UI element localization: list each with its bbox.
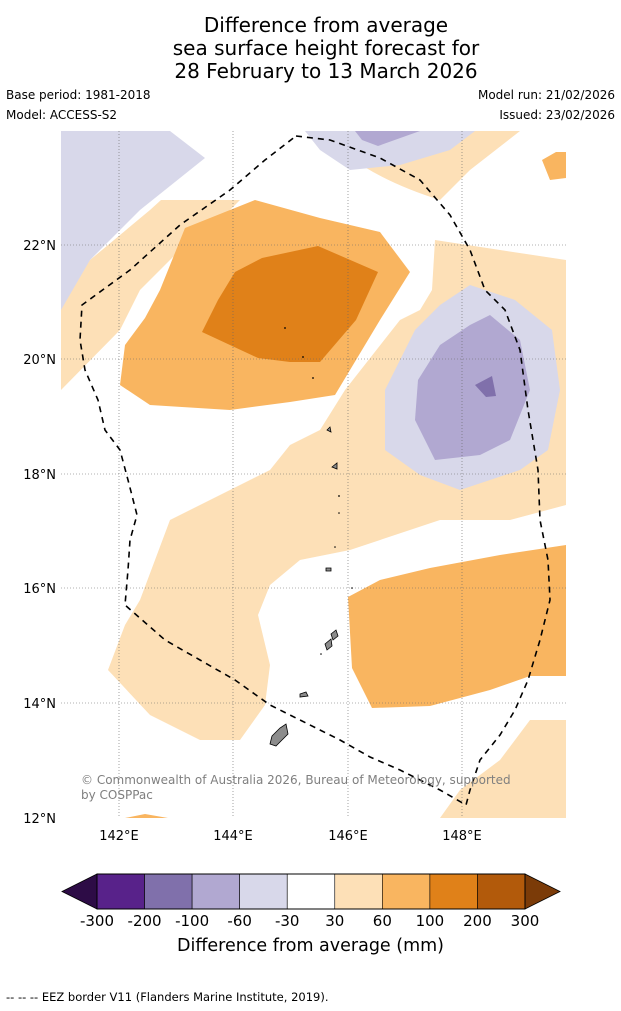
island-dots	[284, 327, 353, 655]
island-rota	[299, 691, 309, 698]
colorbar-label: -300	[80, 912, 114, 930]
base-period: Base period: 1981-2018	[6, 88, 151, 102]
island-pagan	[331, 462, 338, 470]
colorbar: -300 -200 -100 -60 -30 30 60 100 200 300	[61, 873, 561, 930]
colorbar-swatch-3	[191, 873, 240, 910]
colorbar-label: -60	[227, 912, 252, 930]
model-run: Model run: 21/02/2026	[477, 88, 615, 102]
eez-footnote: -- -- -- EEZ border V11 (Flanders Marine…	[6, 990, 329, 1004]
band-minus30-north	[305, 131, 475, 170]
band-60-bottom	[125, 814, 168, 818]
colorbar-extend-max	[524, 873, 561, 910]
copyright-line-2: by COSPPac	[81, 788, 153, 802]
colorbar-extend-min	[61, 873, 98, 910]
lon-label-142e: 142°E	[99, 829, 139, 844]
colorbar-label: 30	[325, 912, 344, 930]
band-minus30-northwest	[61, 131, 205, 310]
colorbar-swatch-4	[239, 873, 288, 910]
title-line-1: Difference from average	[203, 13, 449, 37]
colorbar-label: -30	[275, 912, 300, 930]
colorbar-title: Difference from average (mm)	[176, 936, 445, 956]
title-line-2: sea surface height forecast for	[172, 36, 480, 60]
colorbar-label: 200	[463, 912, 492, 930]
island-saipan	[330, 629, 339, 641]
colorbar-swatch-7	[382, 873, 431, 910]
lat-label-12n: 12°N	[23, 812, 56, 827]
island-anatahan	[325, 567, 332, 572]
band-minus60-east	[415, 315, 530, 460]
colorbar-label: 300	[511, 912, 540, 930]
lat-label-18n: 18°N	[23, 468, 56, 483]
colorbar-swatch-9	[477, 873, 526, 910]
island-tinian	[324, 638, 333, 651]
lat-label-22n: 22°N	[23, 239, 56, 254]
colorbar-swatch-5	[286, 873, 336, 910]
model-name: Model: ACCESS-S2	[6, 108, 118, 122]
colorbar-label: -100	[175, 912, 209, 930]
map-area: © Commonwealth of Australia 2026, Bureau…	[61, 131, 566, 818]
lon-label-148e: 148°E	[442, 829, 482, 844]
colorbar-label: 60	[373, 912, 392, 930]
lon-label-146e: 146°E	[328, 829, 368, 844]
issued-date: Issued: 23/02/2026	[499, 108, 615, 122]
band-60-south	[348, 545, 566, 708]
colorbar-label: -200	[128, 912, 162, 930]
colorbar-frame	[96, 873, 526, 910]
map-title: Difference from average sea surface heig…	[0, 14, 621, 83]
band-60-northeast	[542, 152, 566, 180]
eez-border	[79, 135, 551, 807]
lat-label-20n: 20°N	[23, 353, 56, 368]
colorbar-swatch-1	[96, 873, 145, 910]
title-line-3: 28 February to 13 March 2026	[174, 59, 478, 83]
gridlines	[61, 131, 566, 818]
longitude-labels: 142°E 144°E 146°E 148°E	[99, 829, 482, 844]
lat-label-14n: 14°N	[23, 697, 56, 712]
colorbar-swatch-8	[429, 873, 478, 910]
island-agrihan	[326, 426, 332, 433]
band-minus100-east	[475, 376, 496, 397]
island-guam	[269, 723, 289, 747]
band-minus60-north	[355, 131, 420, 146]
copyright-line-1: © Commonwealth of Australia 2026, Bureau…	[81, 773, 511, 787]
colorbar-label: 100	[416, 912, 445, 930]
band-100-north	[202, 246, 378, 362]
lon-label-144e: 144°E	[213, 829, 253, 844]
colorbar-swatch-2	[144, 873, 193, 910]
latitude-labels: 22°N 20°N 18°N 16°N 14°N 12°N	[23, 239, 56, 827]
islands	[269, 426, 339, 747]
lat-label-16n: 16°N	[23, 582, 56, 597]
colorbar-swatch-6	[334, 873, 383, 910]
